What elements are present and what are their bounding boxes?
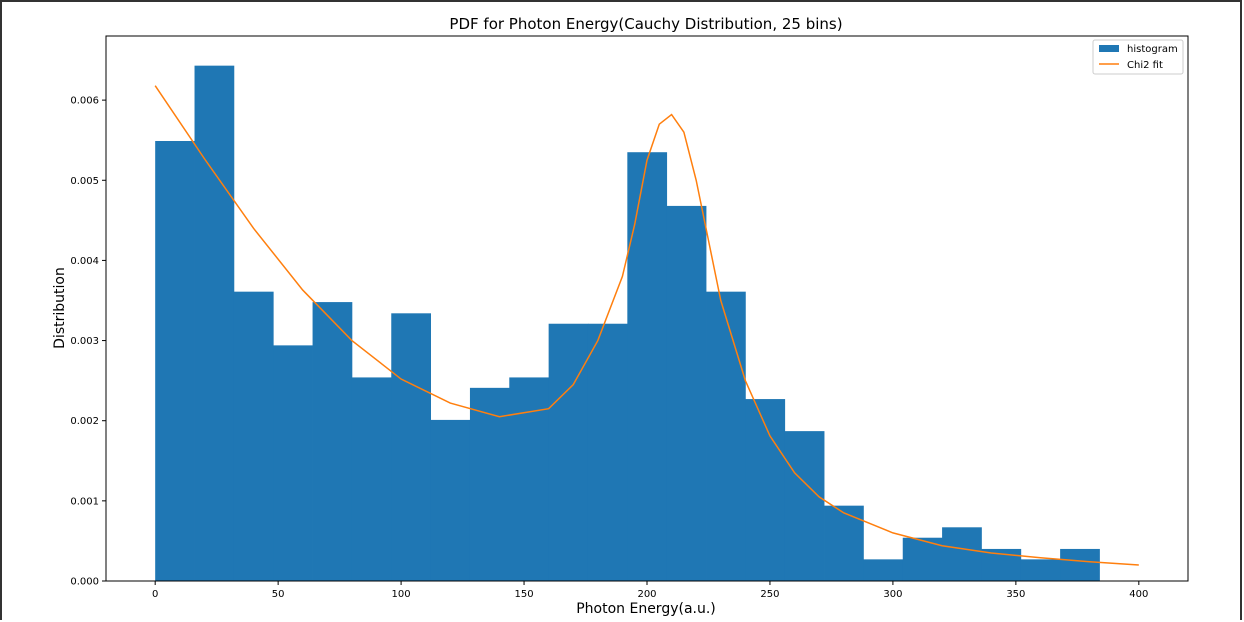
histogram-bar bbox=[233, 291, 274, 581]
chart-title: PDF for Photon Energy(Cauchy Distributio… bbox=[449, 15, 842, 33]
histogram-bar bbox=[587, 323, 628, 581]
histogram-bar bbox=[548, 323, 589, 581]
histogram-bar bbox=[391, 313, 431, 581]
histogram-bar bbox=[666, 205, 707, 582]
histogram-bar bbox=[312, 302, 353, 581]
histogram-bar bbox=[784, 431, 825, 581]
y-tick-label: 0.005 bbox=[70, 176, 99, 187]
histogram-bar bbox=[902, 537, 943, 581]
legend-histogram-swatch bbox=[1099, 45, 1119, 52]
histogram-bar bbox=[351, 377, 392, 581]
y-tick-label: 0.001 bbox=[70, 496, 99, 507]
x-tick-label: 250 bbox=[760, 589, 779, 600]
y-tick-label: 0.003 bbox=[70, 336, 99, 347]
y-tick-label: 0.000 bbox=[70, 577, 99, 588]
y-tick-label: 0.002 bbox=[70, 416, 99, 427]
histogram-bar bbox=[1020, 559, 1061, 581]
x-tick-label: 0 bbox=[152, 589, 158, 600]
x-tick-label: 50 bbox=[272, 589, 285, 600]
x-tick-label: 100 bbox=[392, 589, 411, 600]
x-tick-label: 150 bbox=[514, 589, 533, 600]
histogram-bar bbox=[430, 419, 471, 581]
legend-fit-label: Chi2 fit bbox=[1127, 60, 1163, 71]
histogram-bar bbox=[155, 140, 195, 581]
chi2-fit-line bbox=[154, 85, 1139, 566]
histogram-bar bbox=[863, 559, 904, 581]
histogram-bar bbox=[942, 527, 982, 581]
histogram-bar bbox=[194, 65, 235, 581]
x-tick-label: 400 bbox=[1129, 589, 1148, 600]
y-tick-label: 0.004 bbox=[70, 256, 99, 267]
x-axis-label: Photon Energy(a.u.) bbox=[576, 601, 716, 617]
y-tick-label: 0.006 bbox=[70, 96, 99, 107]
legend-histogram-label: histogram bbox=[1127, 44, 1178, 55]
histogram-bar bbox=[745, 399, 786, 581]
histogram-bar bbox=[1060, 548, 1100, 581]
histogram-bar bbox=[469, 387, 510, 581]
x-tick-label: 350 bbox=[1006, 589, 1025, 600]
histogram-bar bbox=[824, 505, 864, 581]
histogram-bar bbox=[273, 345, 313, 581]
histogram-bar bbox=[706, 291, 746, 581]
legend: histogram Chi2 fit bbox=[1092, 39, 1184, 75]
histogram-bar bbox=[509, 377, 550, 581]
x-tick-label: 300 bbox=[883, 589, 902, 600]
histogram-bar bbox=[627, 152, 668, 581]
x-tick-label: 200 bbox=[637, 589, 656, 600]
y-axis-label: Distribution bbox=[52, 267, 68, 349]
